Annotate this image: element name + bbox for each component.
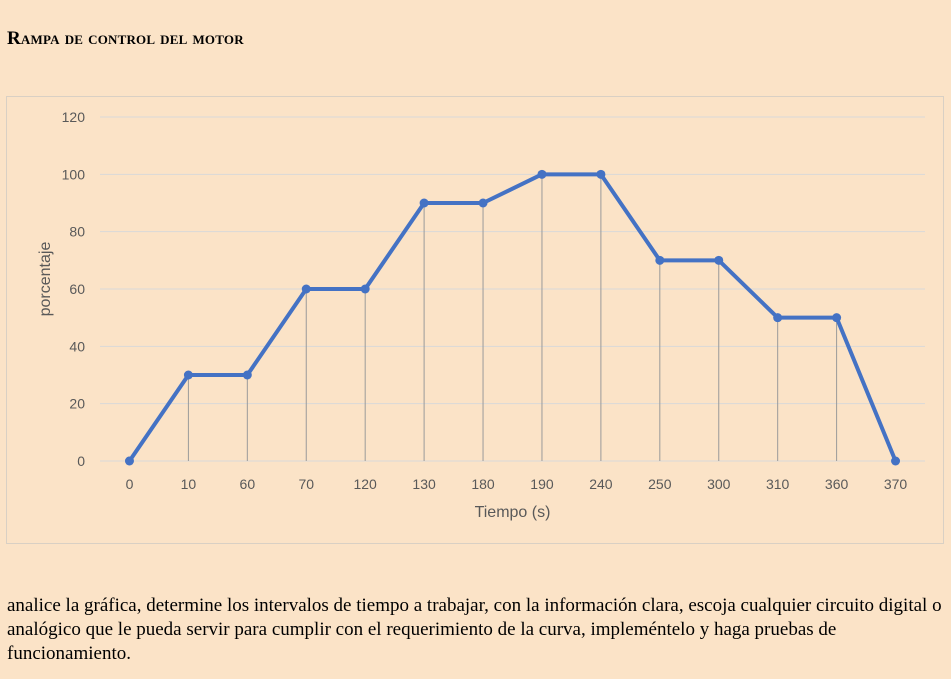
data-point [242, 370, 252, 380]
data-point [773, 313, 783, 323]
data-point [537, 169, 547, 179]
x-tick-label: 60 [240, 476, 256, 492]
x-tick-label: 310 [766, 476, 790, 492]
y-tick-label: 100 [62, 166, 86, 182]
data-point [714, 255, 724, 265]
x-tick-label: 300 [707, 476, 731, 492]
x-tick-label: 120 [353, 476, 377, 492]
x-tick-label: 190 [530, 476, 554, 492]
data-point [891, 456, 901, 466]
data-point [183, 370, 193, 380]
x-tick-label: 130 [412, 476, 436, 492]
assignment-text: analice la gráfica, determine los interv… [7, 595, 942, 664]
data-point [478, 198, 488, 208]
y-tick-label: 40 [69, 338, 85, 354]
data-point [124, 456, 134, 466]
y-axis-title: porcentaje [37, 242, 54, 317]
data-point [832, 313, 842, 323]
x-tick-label: 0 [126, 476, 134, 492]
data-point [360, 284, 370, 294]
y-tick-label: 20 [69, 396, 85, 412]
y-tick-label: 120 [62, 109, 86, 125]
data-point [301, 284, 311, 294]
data-point [596, 169, 606, 179]
y-tick-label: 80 [69, 224, 85, 240]
x-tick-label: 360 [825, 476, 849, 492]
document-title: Rampa de control del motor [7, 28, 244, 49]
y-tick-label: 0 [77, 453, 85, 469]
x-tick-label: 250 [648, 476, 672, 492]
x-tick-label: 240 [589, 476, 613, 492]
x-tick-label: 370 [884, 476, 908, 492]
x-tick-label: 10 [181, 476, 197, 492]
chart-area: 0 20 40 60 80 100 120 0 10 60 70 120 130 180 190 240 250… [6, 96, 944, 544]
x-tick-label: 180 [471, 476, 495, 492]
x-tick-label: 70 [298, 476, 314, 492]
y-tick-label: 60 [69, 281, 85, 297]
data-point [419, 198, 429, 208]
line-chart: 0 20 40 60 80 100 120 0 10 60 70 120 130 180 190 240 250… [37, 109, 925, 521]
data-point [655, 255, 665, 265]
series-line [127, 172, 898, 463]
x-axis-title: Tiempo (s) [475, 504, 551, 521]
